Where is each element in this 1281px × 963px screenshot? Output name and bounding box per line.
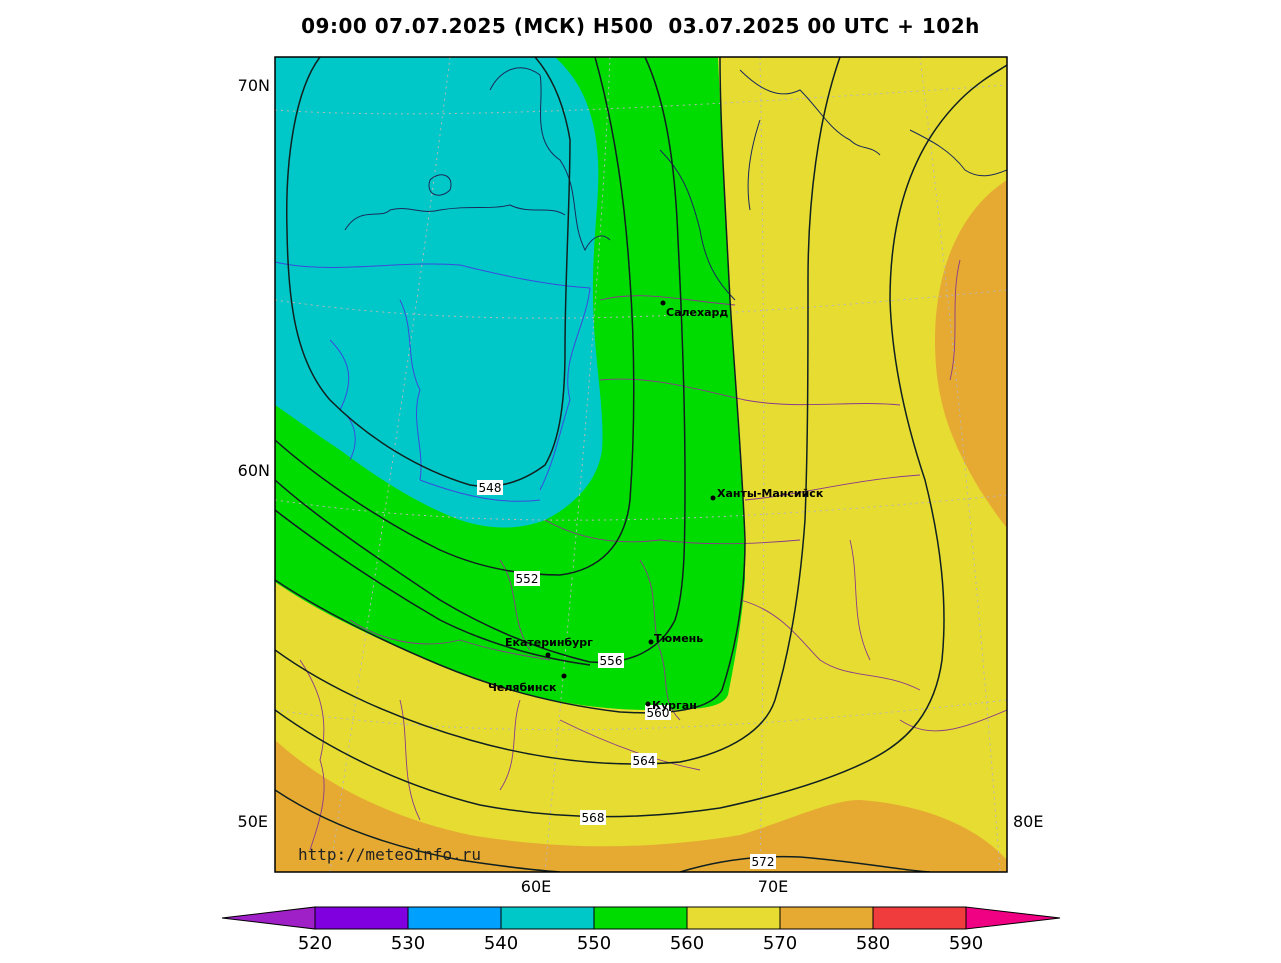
map-frame <box>274 56 1008 873</box>
lon-label-70e: 70E <box>758 877 788 896</box>
contour-labels: 548 552 556 560 564 568 572 <box>477 480 776 869</box>
contour-label-568: 568 <box>582 811 605 825</box>
colorbar: 520 530 540 550 560 570 580 590 <box>221 906 1061 954</box>
city-label-khanty-mansiysk: Ханты-Мансийск <box>717 487 824 500</box>
contour-552 <box>275 57 635 576</box>
colorbar-label: 550 <box>577 933 611 954</box>
contour-564 <box>275 57 841 765</box>
lon-label-60e: 60E <box>521 877 551 896</box>
colorbar-label: 540 <box>484 933 518 954</box>
city-label-salekhard: Салехард <box>666 306 728 319</box>
colorbar-label: 570 <box>763 933 797 954</box>
colorbar-segment <box>593 906 688 930</box>
coastlines <box>344 67 1007 301</box>
contour-568 <box>275 64 1007 818</box>
city-dot-tyumen <box>648 639 654 645</box>
colorbar-segment <box>500 906 595 930</box>
contour-label-552: 552 <box>516 572 539 586</box>
contour-label-572: 572 <box>752 855 775 869</box>
city-dot-chelyabinsk <box>561 673 567 679</box>
city-label-yekaterinburg: Екатеринбург <box>505 636 593 649</box>
city-dot-salekhard <box>660 300 666 306</box>
contour-572 <box>679 855 931 872</box>
city-dot-yekaterinburg <box>545 652 551 658</box>
contour-560 <box>275 57 746 714</box>
colorbar-label: 580 <box>856 933 890 954</box>
contours <box>275 57 1007 872</box>
contour-label-548: 548 <box>479 481 502 495</box>
city-label-chelyabinsk: Челябинск <box>488 681 557 694</box>
lon-label-80e: 80E <box>1013 812 1043 831</box>
contour-label-560: 560 <box>647 706 670 720</box>
lat-label-50e: 50E <box>238 812 268 831</box>
fill-cyan <box>275 57 603 528</box>
colorbar-segment <box>779 906 874 930</box>
colorbar-label: 530 <box>391 933 425 954</box>
lat-label-70n: 70N <box>238 76 270 95</box>
contour-label-564: 564 <box>633 754 656 768</box>
cities: Салехард Ханты-Мансийск Екатеринбург Тюм… <box>488 300 824 712</box>
colorbar-label: 560 <box>670 933 704 954</box>
contour-556b <box>275 509 591 666</box>
map-area: 548 552 556 560 564 568 572 Салехард Хан… <box>275 57 1007 872</box>
map-title: 09:00 07.07.2025 (МСК) H500 03.07.2025 0… <box>301 14 980 38</box>
city-label-tyumen: Тюмень <box>654 632 703 645</box>
colorbar-segment <box>314 906 409 930</box>
colorbar-arrow-right <box>965 906 1061 930</box>
city-dot-kurgan <box>645 701 651 707</box>
fill-orange-south <box>275 740 1007 872</box>
lat-label-60n: 60N <box>238 461 270 480</box>
source-url: http://meteoinfo.ru <box>298 845 481 864</box>
colorbar-segment <box>686 906 781 930</box>
colorbar-label: 590 <box>949 933 983 954</box>
borders-purple <box>299 259 1007 851</box>
colorbar-segment <box>407 906 502 930</box>
city-label-kurgan: Курган <box>652 699 697 712</box>
city-dot-khanty-mansiysk <box>710 495 716 501</box>
contour-label-556: 556 <box>600 654 623 668</box>
colorbar-label: 520 <box>298 933 332 954</box>
colorbar-arrow-left <box>221 906 316 930</box>
contour-556 <box>275 57 686 664</box>
graticule <box>275 57 1007 872</box>
fill-orange-east <box>935 180 1007 528</box>
colorbar-segment <box>872 906 967 930</box>
contour-574 <box>275 789 561 872</box>
